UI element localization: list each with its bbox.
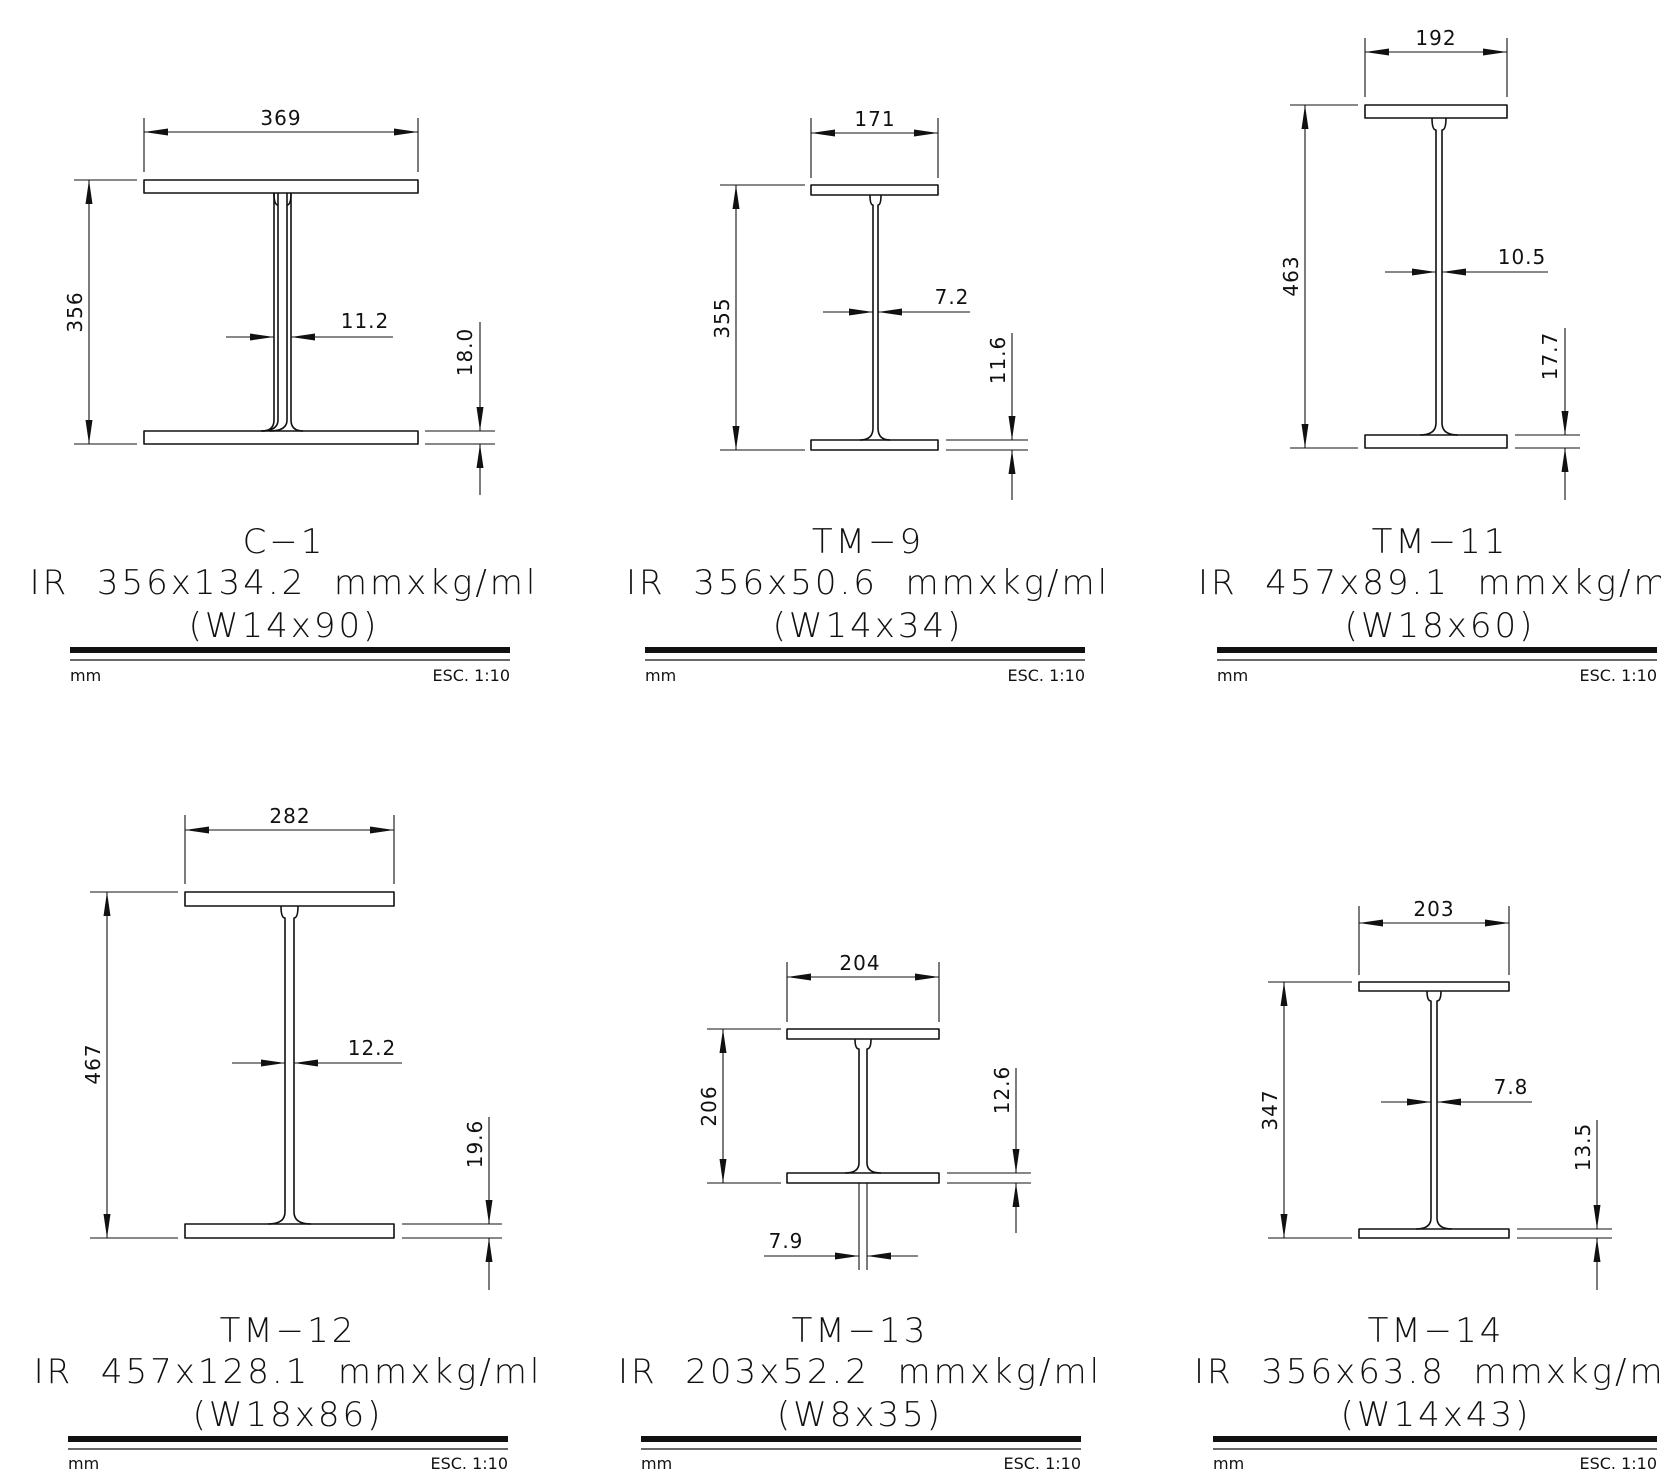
flange-thickness-label: 19.6: [463, 1120, 487, 1169]
flange-width-label: 282: [269, 804, 310, 828]
web-thickness-label: 12.2: [348, 1036, 397, 1060]
flange-thickness-label: 17.7: [1538, 332, 1562, 381]
dimension-depth: 355: [710, 184, 805, 451]
i-beam-profile: [1364, 104, 1508, 449]
scale-label: ESC. 1:10: [1579, 666, 1657, 685]
dimension-flange-thickness: 12.6: [947, 1066, 1031, 1233]
section-mark: TM−14: [1368, 1311, 1505, 1351]
dimension-web-thickness: 12.2: [232, 1036, 402, 1067]
section-mark: TM−11: [1372, 522, 1509, 562]
section-tm-14: 203 347 7.8 13.5 TM−14 IR 356x63.8 mmxkg…: [1194, 897, 1661, 1473]
i-beam-profile: [1358, 981, 1510, 1239]
i-beam-profile: [810, 184, 939, 451]
section-designation: IR 356x134.2 mmxkg/ml: [30, 563, 539, 603]
section-equivalent: (W14x43): [1341, 1395, 1532, 1435]
depth-label: 356: [63, 291, 87, 332]
web-thickness-label: 10.5: [1498, 245, 1547, 269]
flange-thickness-label: 18.0: [453, 328, 477, 377]
flange-width-label: 192: [1415, 26, 1456, 50]
i-beam-profile: [184, 891, 395, 1239]
section-c-1: 369 356 11.2 18.0 C−1 IR 356x134.2 mmxkg…: [30, 106, 539, 685]
section-designation: IR 356x63.8 mmxkg/ml: [1194, 1352, 1661, 1392]
flange-thickness-label: 12.6: [990, 1066, 1014, 1115]
section-designation: IR 457x89.1 mmxkg/ml: [1198, 563, 1661, 603]
dimension-web-thickness: 7.9: [764, 1183, 918, 1270]
dimension-depth: 463: [1279, 104, 1358, 449]
section-mark: C−1: [243, 522, 326, 562]
dimension-flange-width: 203: [1358, 897, 1510, 975]
dimension-web-thickness: 10.5: [1385, 245, 1548, 276]
title-block: TM−9 IR 356x50.6 mmxkg/ml (W14x34) mm ES…: [626, 522, 1110, 685]
dimension-flange-width: 171: [810, 107, 939, 178]
section-mark: TM−9: [812, 522, 924, 562]
web-thickness-label: 7.2: [935, 285, 970, 309]
title-block: C−1 IR 356x134.2 mmxkg/ml (W14x90) mm ES…: [30, 522, 539, 685]
unit-label: mm: [1213, 1454, 1244, 1473]
section-equivalent: (W14x90): [189, 606, 380, 646]
dimension-flange-thickness: 18.0: [425, 322, 495, 495]
section-mark: TM−13: [792, 1311, 929, 1351]
dimension-flange-thickness: 11.6: [946, 333, 1028, 500]
title-block: TM−12 IR 457x128.1 mmxkg/ml (W18x86) mm …: [34, 1311, 543, 1473]
dimension-depth: 467: [81, 891, 178, 1239]
flange-width-label: 203: [1413, 897, 1454, 921]
flange-thickness-label: 11.6: [986, 336, 1010, 385]
dimension-flange-thickness: 19.6: [402, 1117, 502, 1290]
section-equivalent: (W14x34): [773, 606, 964, 646]
flange-width-label: 369: [260, 106, 301, 130]
unit-label: mm: [641, 1454, 672, 1473]
i-beam-profile: [143, 179, 419, 445]
unit-label: mm: [70, 666, 101, 685]
dimension-depth: 347: [1258, 981, 1352, 1239]
web-thickness-label: 11.2: [341, 309, 390, 333]
dimension-flange-width: 369: [143, 106, 419, 172]
flange-thickness-label: 13.5: [1571, 1123, 1595, 1172]
flange-width-label: 204: [839, 951, 880, 975]
web-thickness-label: 7.8: [1494, 1075, 1529, 1099]
depth-label: 467: [81, 1043, 105, 1084]
dimension-flange-thickness: 13.5: [1517, 1120, 1612, 1290]
section-designation: IR 356x50.6 mmxkg/ml: [626, 563, 1110, 603]
depth-label: 206: [697, 1085, 721, 1126]
dimension-web-thickness: 7.2: [823, 285, 970, 316]
section-equivalent: (W18x60): [1345, 606, 1536, 646]
dimension-web-thickness: 7.8: [1381, 1075, 1532, 1106]
unit-label: mm: [1217, 666, 1248, 685]
title-block: TM−11 IR 457x89.1 mmxkg/ml (W18x60) mm E…: [1198, 522, 1661, 685]
dimension-depth: 206: [697, 1028, 781, 1184]
dimension-flange-width: 282: [184, 804, 395, 884]
section-tm-12: 282 467 12.2 19.6 TM−12 IR 457x128.1 mmx…: [34, 804, 543, 1473]
section-tm-11: 192 463 10.5 17.7 TM−11 IR 457x89.1 mmxk…: [1198, 26, 1661, 685]
unit-label: mm: [645, 666, 676, 685]
scale-label: ESC. 1:10: [1579, 1454, 1657, 1473]
title-block: TM−13 IR 203x52.2 mmxkg/ml (W8x35) mm ES…: [618, 1311, 1102, 1473]
section-equivalent: (W18x86): [193, 1395, 384, 1435]
flange-width-label: 171: [854, 107, 895, 131]
depth-label: 355: [710, 297, 734, 338]
i-beam-profile: [786, 1028, 940, 1184]
section-tm-9: 171 355 7.2 11.6 TM−9 IR 356x50.6 mmxkg/…: [626, 107, 1110, 685]
unit-label: mm: [68, 1454, 99, 1473]
section-tm-13: 204 206 7.9 12.6 TM−13 IR 203x52.2 mmxkg…: [618, 951, 1102, 1473]
scale-label: ESC. 1:10: [432, 666, 510, 685]
section-designation: IR 457x128.1 mmxkg/ml: [34, 1352, 543, 1392]
dimension-flange-width: 192: [1364, 26, 1508, 97]
section-mark: TM−12: [220, 1311, 357, 1351]
scale-label: ESC. 1:10: [430, 1454, 508, 1473]
web-thickness-label: 7.9: [769, 1229, 804, 1253]
dimension-depth: 356: [63, 179, 137, 445]
section-designation: IR 203x52.2 mmxkg/ml: [618, 1352, 1102, 1392]
dimension-flange-width: 204: [786, 951, 940, 1022]
dimension-web-thickness: 11.2: [226, 309, 393, 341]
depth-label: 347: [1258, 1089, 1282, 1130]
depth-label: 463: [1279, 255, 1303, 296]
section-equivalent: (W8x35): [777, 1395, 943, 1435]
scale-label: ESC. 1:10: [1003, 1454, 1081, 1473]
title-block: TM−14 IR 356x63.8 mmxkg/ml (W14x43) mm E…: [1194, 1311, 1661, 1473]
dimension-flange-thickness: 17.7: [1515, 328, 1580, 500]
scale-label: ESC. 1:10: [1007, 666, 1085, 685]
